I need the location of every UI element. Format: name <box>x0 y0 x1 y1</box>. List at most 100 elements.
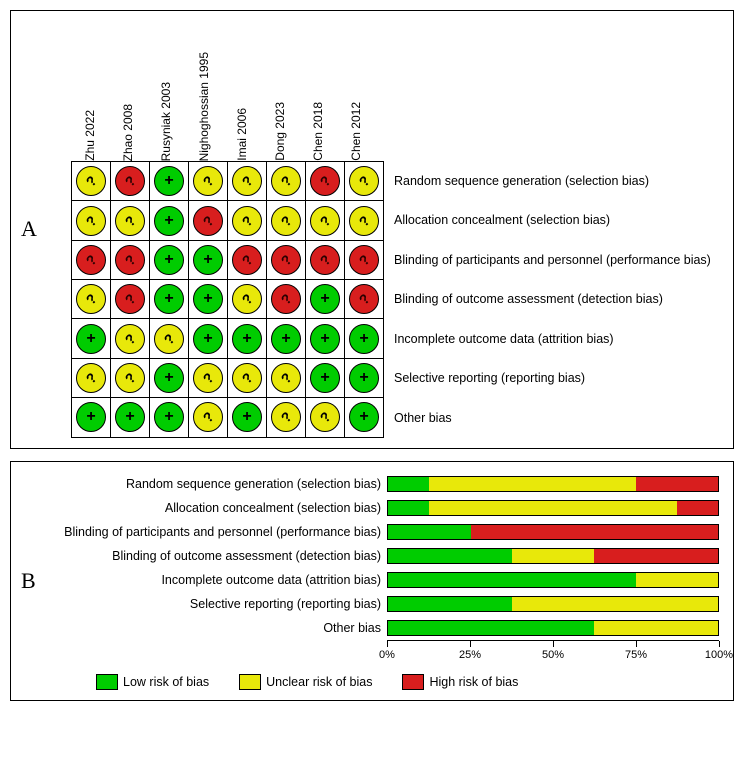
risk-dot-high <box>115 166 145 196</box>
legend-item: Unclear risk of bias <box>239 674 372 690</box>
bar-row: Other bias <box>51 616 723 640</box>
grid-row <box>72 358 384 397</box>
grid-cell <box>306 240 345 279</box>
grid-cell <box>228 240 267 279</box>
grid-cell <box>150 280 189 319</box>
axis-tick-label: 100% <box>705 649 733 661</box>
bar-row: Blinding of participants and personnel (… <box>51 520 723 544</box>
risk-dot-low <box>193 284 223 314</box>
legend-swatch-low <box>96 674 118 690</box>
grid-cell <box>306 201 345 240</box>
grid-cell <box>150 358 189 397</box>
risk-dot-high <box>115 284 145 314</box>
panel-a-label: A <box>21 216 37 242</box>
grid-cell <box>150 319 189 358</box>
domain-label: Random sequence generation (selection bi… <box>384 161 711 201</box>
bar-segment-low <box>388 621 594 635</box>
panel-a: A Zhu 2022 Zhao 2008 Rusyniak 2003 Nighogho… <box>10 10 734 449</box>
grid-cell <box>267 358 306 397</box>
study-header: Zhao 2008 <box>109 100 147 161</box>
grid-row <box>72 240 384 279</box>
risk-dot-low <box>232 402 262 432</box>
domain-label: Allocation concealment (selection bias) <box>384 201 711 241</box>
grid-cell <box>111 240 150 279</box>
grid-cell <box>267 280 306 319</box>
legend-item: Low risk of bias <box>96 674 209 690</box>
axis-tick <box>470 641 471 647</box>
grid-cell <box>150 398 189 437</box>
risk-dot-low <box>154 402 184 432</box>
grid-row <box>72 201 384 240</box>
risk-dot-unclear <box>76 166 106 196</box>
study-header: Imai 2006 <box>223 104 261 161</box>
grid-cell <box>267 162 306 201</box>
grid-row <box>72 398 384 437</box>
legend: Low risk of biasUnclear risk of biasHigh… <box>51 674 723 690</box>
grid-cell <box>228 162 267 201</box>
risk-dot-unclear <box>76 206 106 236</box>
grid-cell <box>150 162 189 201</box>
study-headers: Zhu 2022 Zhao 2008 Rusyniak 2003 Nighoghoss… <box>71 21 375 161</box>
study-header-text: Nighoghossian 1995 <box>197 48 211 161</box>
axis-tick-label: 25% <box>459 649 481 661</box>
risk-dot-low <box>193 324 223 354</box>
risk-dot-low <box>271 324 301 354</box>
risk-dot-unclear <box>232 166 262 196</box>
bar-segment-high <box>594 549 718 563</box>
bar-label: Allocation concealment (selection bias) <box>51 501 387 515</box>
risk-dot-low <box>349 324 379 354</box>
risk-dot-high <box>271 245 301 275</box>
bar-segment-low <box>388 525 471 539</box>
bar-label: Other bias <box>51 621 387 635</box>
study-header: Rusyniak 2003 <box>147 78 185 161</box>
risk-dot-high <box>349 284 379 314</box>
bar-container <box>387 548 719 564</box>
risk-dot-unclear <box>154 324 184 354</box>
grid-cell <box>267 240 306 279</box>
grid-cell <box>228 201 267 240</box>
risk-dot-high <box>193 206 223 236</box>
risk-dot-unclear <box>232 206 262 236</box>
risk-dot-high <box>232 245 262 275</box>
bar-container <box>387 620 719 636</box>
grid-cell <box>111 358 150 397</box>
axis-row: 0%25%50%75%100% <box>51 640 723 670</box>
axis-tick <box>636 641 637 647</box>
bar-segment-unclear <box>636 573 719 587</box>
risk-dot-low <box>115 402 145 432</box>
grid-cell <box>189 280 228 319</box>
study-header-text: Zhao 2008 <box>121 100 135 161</box>
domain-label: Blinding of participants and personnel (… <box>384 240 711 280</box>
legend-swatch-high <box>402 674 424 690</box>
grid-cell <box>306 358 345 397</box>
bar-segment-low <box>388 501 429 515</box>
risk-dot-high <box>76 245 106 275</box>
bar-label: Blinding of outcome assessment (detectio… <box>51 549 387 563</box>
domain-label: Other bias <box>384 398 711 438</box>
risk-dot-unclear <box>232 363 262 393</box>
grid-cell <box>189 201 228 240</box>
grid-cell <box>111 201 150 240</box>
axis-tick-label: 0% <box>379 649 395 661</box>
grid-cell <box>345 162 384 201</box>
axis-tick <box>719 641 720 647</box>
legend-text: Unclear risk of bias <box>266 675 372 689</box>
risk-dot-unclear <box>349 206 379 236</box>
risk-dot-high <box>271 284 301 314</box>
axis-tick <box>553 641 554 647</box>
grid-cell <box>306 280 345 319</box>
study-header: Zhu 2022 <box>71 106 109 161</box>
panel-b-content: Random sequence generation (selection bi… <box>51 472 723 690</box>
risk-dot-low <box>154 206 184 236</box>
grid-cell <box>345 319 384 358</box>
bar-segment-unclear <box>512 549 595 563</box>
grid-cell <box>306 162 345 201</box>
grid-cell <box>345 358 384 397</box>
risk-dot-low <box>232 324 262 354</box>
legend-text: Low risk of bias <box>123 675 209 689</box>
bar-row: Blinding of outcome assessment (detectio… <box>51 544 723 568</box>
study-header: Dong 2023 <box>261 98 299 161</box>
grid-cell <box>345 240 384 279</box>
bar-label: Blinding of participants and personnel (… <box>51 525 387 539</box>
risk-dot-low <box>349 363 379 393</box>
